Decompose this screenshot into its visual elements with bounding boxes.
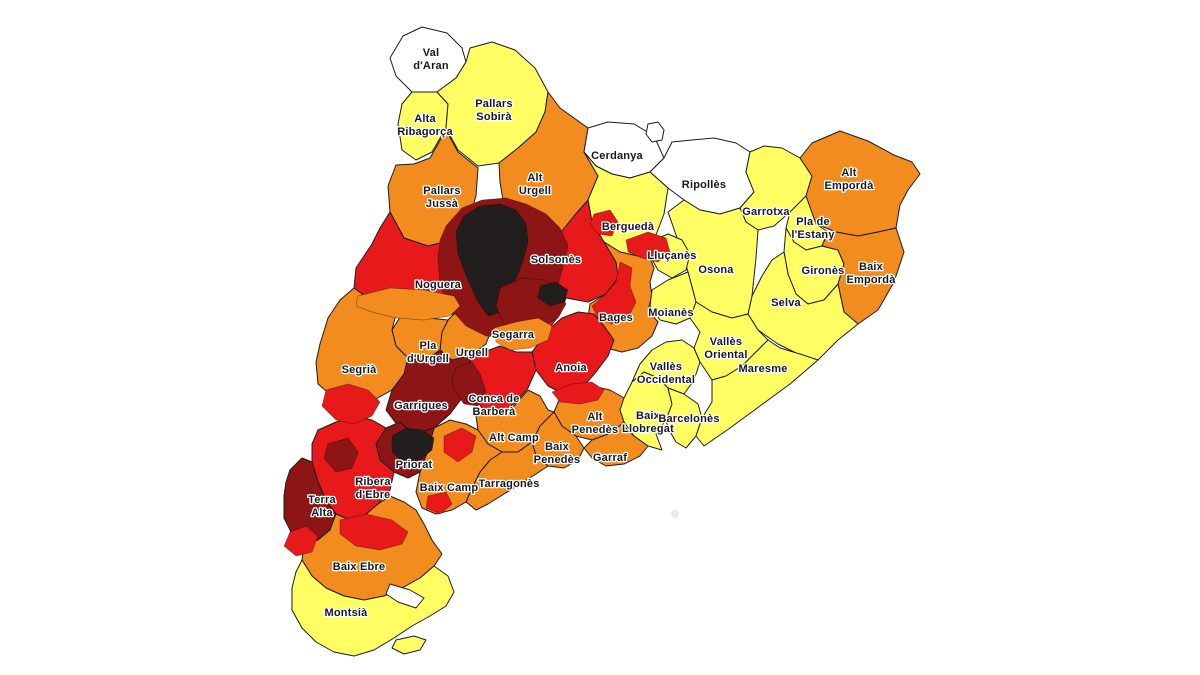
label-alt-penedes: Alt Penedès [572, 411, 619, 436]
label-maresme: Maresme [738, 363, 787, 375]
label-pallars-jussa: Pallars Jussà [423, 185, 460, 210]
patch-red-baixcamp-ne [443, 427, 477, 463]
label-segria: Segrià [342, 364, 378, 376]
label-bages: Bages [599, 312, 633, 324]
label-noguera: Noguera [415, 279, 462, 291]
label-anoia: Anoia [555, 362, 587, 374]
label-alta-ribagorca: Alta Ribagorça [397, 113, 453, 138]
label-ripolles: Ripollès [682, 179, 726, 191]
label-priorat: Priorat [396, 459, 433, 471]
region-montsia [291, 559, 455, 657]
artifact-speck [671, 510, 679, 518]
patch-red-baixebre-n [339, 513, 409, 551]
label-osona: Osona [698, 264, 734, 276]
patch-black-solsones-dot [537, 281, 569, 307]
label-baix-penedes: Baix Penedès [534, 441, 581, 466]
label-baix-camp: Baix Camp [420, 482, 479, 494]
patch-red-terra-alta-s [283, 525, 319, 557]
label-ribera-debre: Ribera d'Ebre [355, 476, 391, 501]
patch-black-priorat [391, 427, 435, 463]
label-cerdanya: Cerdanya [591, 150, 643, 162]
patch-red-alt-penedes-n [551, 381, 605, 405]
patch-red-baixcamp-s [425, 491, 453, 515]
label-baix-emporda: Baix Empordà [846, 261, 896, 286]
region-delta-island [391, 635, 427, 655]
label-moianes: Moianès [648, 307, 693, 319]
label-garrotxa: Garrotxa [742, 206, 790, 218]
patch-darkred-ribera-w [323, 437, 359, 473]
label-pallars-sobira: Pallars Sobirà [475, 98, 512, 123]
label-val-daran: Val d'Aran [413, 47, 449, 72]
label-baix-llobregat: Baix Llobregat [622, 410, 674, 435]
patch-delta-notch [385, 583, 425, 609]
patch-orange-segarra-c [493, 317, 553, 351]
label-llucanes: Lluçanès [647, 250, 696, 262]
patch-llivia-enclave [645, 121, 665, 143]
patch-red-bages-w [591, 261, 637, 325]
label-urgell: Urgell [456, 347, 488, 359]
patch-darkred-conca-w [451, 361, 487, 407]
region-garrotxa [739, 145, 813, 231]
label-tarragones: Tarragonès [478, 478, 539, 490]
label-valles-occidental: Vallès Occidental [637, 361, 695, 386]
label-alt-emporda: Alt Empordà [824, 167, 874, 192]
label-girones: Gironès [802, 265, 845, 277]
region-anoia [531, 311, 615, 395]
patch-red-bages-n [625, 231, 671, 263]
region-baix-llobregat [619, 371, 673, 451]
label-alt-camp: Alt Camp [489, 432, 539, 444]
region-selva [747, 251, 859, 361]
label-garrigues: Garrigues [394, 400, 448, 412]
label-alt-urgell: Alt Urgell [519, 172, 551, 197]
patch-red-bergueda-w [589, 209, 619, 237]
region-maresme [695, 339, 819, 447]
label-garraf: Garraf [593, 452, 627, 464]
label-conca-de-barbera: Conca de Barberà [468, 393, 519, 418]
label-baix-ebre: Baix Ebre [333, 561, 386, 573]
label-pla-durgell: Pla d'Urgell [407, 340, 449, 365]
label-selva: Selva [771, 297, 801, 309]
label-pla-de-lestany: Pla de l'Estany [791, 216, 835, 241]
label-segarra: Segarra [492, 329, 535, 341]
region-garraf [583, 423, 649, 467]
region-barcelones [665, 387, 703, 449]
label-terra-alta: Terra Alta [308, 494, 336, 519]
patch-orange-noguera-s [355, 287, 461, 321]
label-valles-oriental: Vallès Oriental [704, 336, 747, 361]
label-solsones: Solsonès [531, 254, 582, 266]
label-barcelones: Barcelonès [658, 413, 719, 425]
label-bergueda: Berguedà [602, 221, 655, 233]
region-baix-penedes [531, 411, 585, 469]
patch-red-segria-s [321, 383, 381, 425]
region-baix-camp [415, 419, 503, 515]
label-montsia: Montsià [325, 607, 369, 619]
